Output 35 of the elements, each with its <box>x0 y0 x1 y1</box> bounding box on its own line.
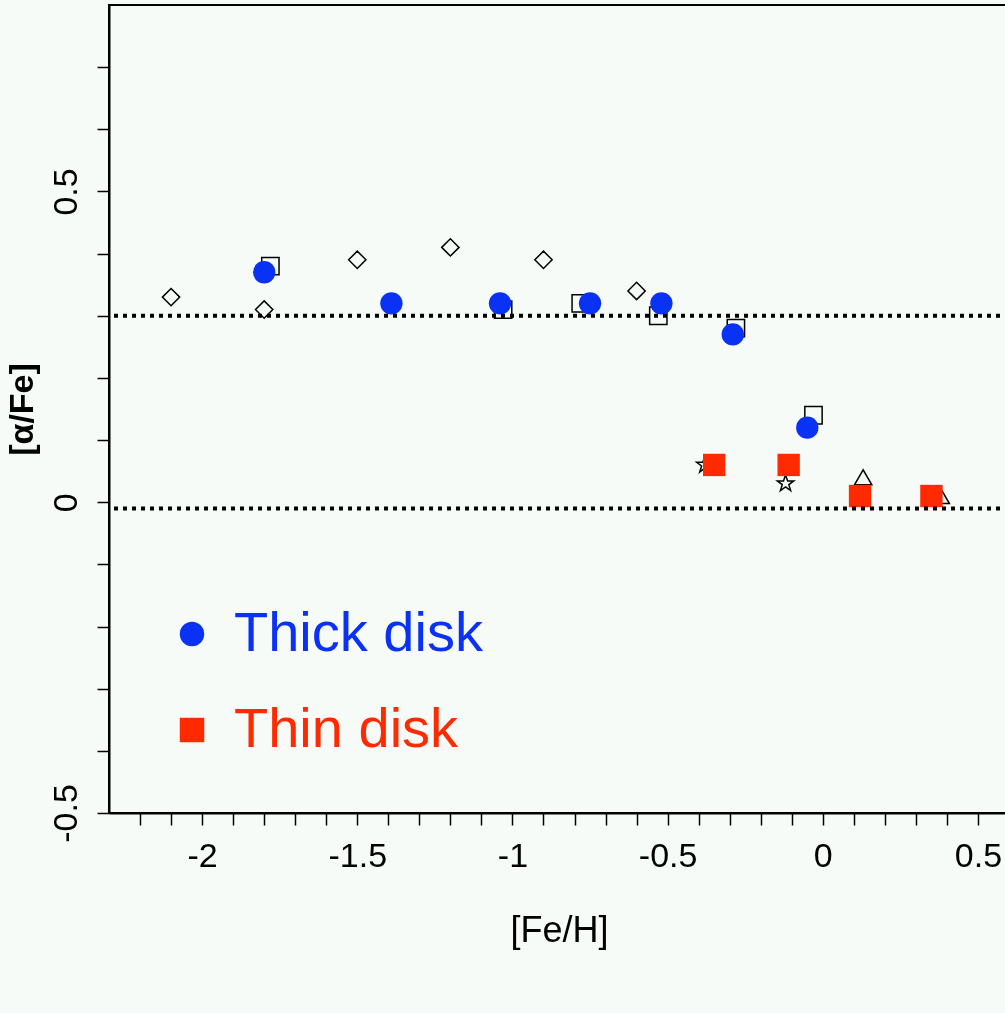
x-tick-label: 0.5 <box>954 835 1003 874</box>
point <box>260 256 280 276</box>
point <box>650 292 673 315</box>
point <box>254 300 274 319</box>
point <box>853 469 873 486</box>
point <box>702 453 726 477</box>
x-axis-title: [Fe/H] <box>510 908 609 950</box>
point <box>777 453 800 477</box>
x-tick-label: -0.5 <box>638 835 698 874</box>
legend-label: Thin disk <box>234 696 460 759</box>
point <box>848 484 872 508</box>
point <box>627 281 646 301</box>
y-axis-title: [α/Fe] <box>1 363 40 456</box>
point <box>578 292 602 315</box>
point <box>347 250 367 270</box>
x-tick-label: 0 <box>813 835 833 874</box>
y-tick-label: 0.5 <box>45 168 84 216</box>
point <box>161 287 181 307</box>
legend-label: Thick disk <box>234 600 484 663</box>
point <box>796 416 819 439</box>
point <box>380 292 403 315</box>
point <box>920 484 943 508</box>
point <box>648 306 668 326</box>
y-tick-label: 0 <box>45 493 84 513</box>
point <box>252 261 276 284</box>
x-tick-label: -1 <box>497 835 529 874</box>
point <box>488 292 512 315</box>
x-tick-label: -1.5 <box>328 835 388 874</box>
x-tick-label: -2 <box>187 835 218 874</box>
point <box>721 323 744 346</box>
point <box>440 237 460 257</box>
point <box>726 318 746 338</box>
point <box>776 474 795 492</box>
point <box>534 250 553 270</box>
point <box>804 405 823 425</box>
